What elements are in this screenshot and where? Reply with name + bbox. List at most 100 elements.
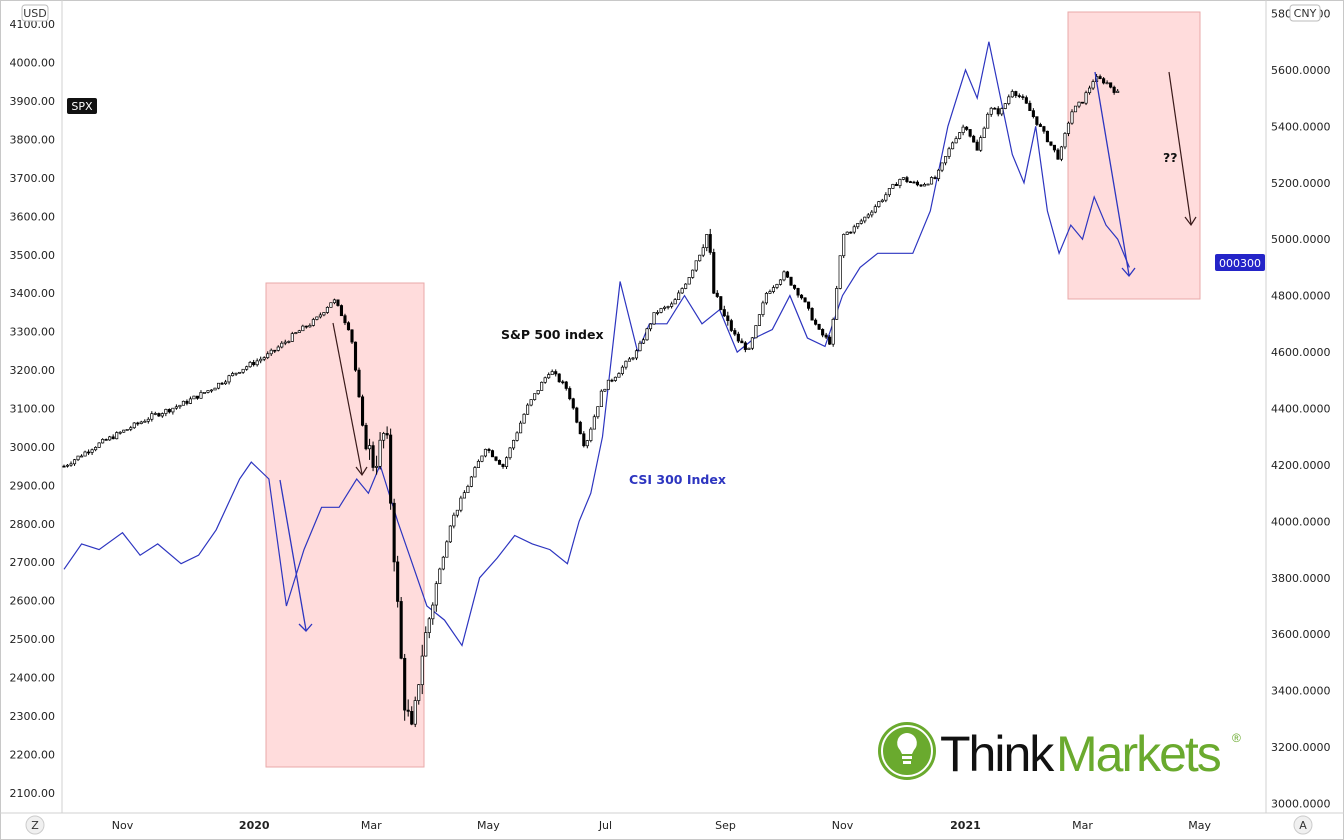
spx-candle-body <box>814 319 818 325</box>
right-tick-label: 4600.0000 <box>1271 346 1331 359</box>
spx-candle-body <box>480 455 484 462</box>
spx-candle-body <box>424 632 428 657</box>
spx-candle-body <box>631 357 635 360</box>
spx-candle-body <box>863 216 867 222</box>
spx-candle-body <box>740 340 744 344</box>
left-tick-label: 4000.00 <box>10 57 56 70</box>
spx-candle-body <box>951 142 955 150</box>
spx-candle-body <box>800 294 804 299</box>
csi-arrow-2020 <box>279 479 307 631</box>
spx-candle-body <box>1035 116 1039 125</box>
spx-candle-body <box>638 342 642 352</box>
spx-candle-body <box>831 318 835 345</box>
spx-candle-body <box>641 339 646 344</box>
spx-candle-body <box>357 369 361 398</box>
spx-candle-body <box>339 305 344 317</box>
spx-candle-body <box>828 336 832 345</box>
question-annotation: ?? <box>1163 150 1178 165</box>
spx-candle-body <box>273 349 277 352</box>
spx-candle-body <box>1080 101 1085 104</box>
spx-badge: SPX <box>67 98 97 114</box>
spx-candle-body <box>1031 110 1035 118</box>
spx-candle-body <box>224 381 228 385</box>
csi-badge: 000300 <box>1215 254 1265 271</box>
spx-candle-body <box>522 413 526 424</box>
x-tick-label: Mar <box>1072 819 1093 832</box>
spx-candle-body <box>473 467 477 478</box>
spx-candle-body <box>986 113 990 129</box>
left-tick-label: 2500.00 <box>10 633 56 646</box>
spx-candle-body <box>557 373 561 383</box>
spx-candle-body <box>311 319 315 326</box>
spx-candle-body <box>227 375 231 383</box>
spx-candle-body <box>778 279 783 285</box>
svg-text:CNY: CNY <box>1294 7 1317 20</box>
spx-candle-body <box>908 181 912 183</box>
spx-candle-body <box>139 421 143 424</box>
spx-candle-body <box>459 497 463 511</box>
spx-candle-body <box>417 684 421 701</box>
spx-candle-body <box>157 413 161 417</box>
csi-arrow-2021 <box>1094 71 1130 276</box>
spx-candle-body <box>371 445 375 468</box>
spx-candle-body <box>550 371 554 375</box>
zoom-button[interactable]: Z <box>25 815 45 835</box>
spx-candle-body <box>318 314 322 318</box>
spx-arrow-2021 <box>1168 71 1192 225</box>
spx-candle-body <box>350 329 354 343</box>
spx-candle-body <box>255 360 259 366</box>
spx-arrow-2020 <box>332 322 363 475</box>
left-tick-label: 2300.00 <box>10 710 56 723</box>
spx-candle-body <box>101 439 105 444</box>
spx-candle-body <box>782 271 786 281</box>
spx-candle-body <box>1042 126 1046 132</box>
spx-candle-body <box>508 447 512 459</box>
csi-arrow-2021-head <box>1121 267 1136 278</box>
x-tick-label: Nov <box>112 819 134 832</box>
csi-arrow-2020-head <box>298 623 313 632</box>
spx-candle-body <box>1105 82 1109 85</box>
svg-text:A[interactable]: A <box>1299 819 1307 832</box>
spx-candle-body <box>691 269 695 278</box>
spx-candle-body <box>83 451 87 457</box>
spx-candle-body <box>1084 92 1088 104</box>
spx-candle-body <box>65 464 70 467</box>
spx-candle-body <box>993 107 997 110</box>
spx-candle-body <box>838 255 842 289</box>
spx-candle-body <box>750 337 754 349</box>
spx-candle-body <box>922 184 927 187</box>
spx-candle-body <box>996 108 1000 115</box>
spx-candle-body <box>965 126 969 130</box>
spx-candle-body <box>568 388 572 400</box>
spx-candle-body <box>360 396 365 426</box>
left-tick-label: 3800.00 <box>10 134 56 147</box>
spx-candle-body <box>982 127 986 139</box>
spx-candle-body <box>634 350 639 359</box>
spx-candle-body <box>543 377 547 383</box>
spx-candle-body <box>1038 124 1042 127</box>
spx-candle-body <box>434 583 438 606</box>
spx-candle-body <box>526 404 530 415</box>
spx-candle-body <box>775 284 779 288</box>
x-tick-label: Jul <box>598 819 612 832</box>
left-tick-label: 2900.00 <box>10 479 56 492</box>
spx-candle-body <box>898 179 902 187</box>
right-tick-label: 5600.0000 <box>1271 64 1331 77</box>
spx-candle-body <box>167 409 171 413</box>
spx-candle-body <box>585 440 589 447</box>
right-tick-label: 3000.0000 <box>1271 798 1331 811</box>
spx-candle-body <box>540 381 544 391</box>
spx-candle-body <box>933 177 937 179</box>
svg-text:Z[interactable]: Z <box>31 819 39 832</box>
auto-scale-button[interactable]: A <box>1293 815 1313 835</box>
spx-candle-body <box>620 366 624 374</box>
spx-candle-body <box>785 271 790 278</box>
spx-candle-body <box>462 492 466 499</box>
x-tick-label: Nov <box>832 819 854 832</box>
spx-candle-body <box>216 382 221 389</box>
spx-candle-body <box>947 148 951 157</box>
spx-candle-body <box>202 392 207 394</box>
left-tick-label: 3000.00 <box>10 441 56 454</box>
spx-candle-body <box>497 460 502 465</box>
spx-candle-body <box>884 194 888 201</box>
